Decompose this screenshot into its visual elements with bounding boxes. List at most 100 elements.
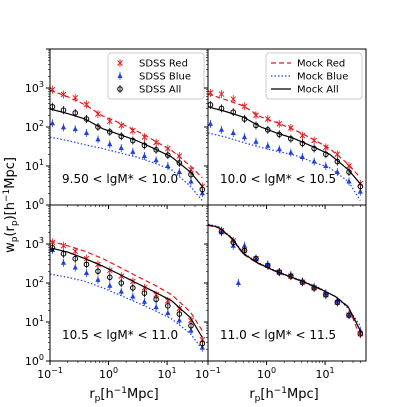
point <box>357 188 363 194</box>
series-mock-all <box>50 108 203 187</box>
point <box>218 91 225 97</box>
legend-label: SDSS Blue <box>139 72 191 83</box>
point <box>235 280 241 285</box>
point <box>253 138 259 144</box>
point <box>253 255 259 262</box>
panel-bottom-right: 10−1 100 101 11.0 < lgM* < 11.5 <box>195 204 367 381</box>
point <box>188 322 194 329</box>
point <box>176 169 182 175</box>
legend-label: SDSS Red <box>139 59 188 70</box>
x-tick-label: 100 <box>257 366 276 381</box>
series-mock-all <box>208 106 361 185</box>
point <box>346 312 352 318</box>
point <box>334 169 340 175</box>
series-mock-red <box>208 93 361 179</box>
point <box>129 127 136 134</box>
point <box>176 311 183 317</box>
point <box>153 147 159 153</box>
line-mock-all <box>50 108 203 187</box>
point <box>141 153 148 159</box>
point <box>346 178 352 184</box>
y-tick-label: 101 <box>25 314 44 329</box>
point <box>241 242 248 248</box>
point <box>165 152 171 158</box>
y-tick-label: 103 <box>25 236 44 251</box>
series-sdss-blue <box>218 228 363 335</box>
point <box>141 290 148 296</box>
legend-label: Mock Blue <box>297 72 348 83</box>
series-mock-red <box>50 240 203 332</box>
point <box>153 296 159 303</box>
x-tick-label: 101 <box>158 366 177 381</box>
point <box>165 303 171 309</box>
point <box>253 112 259 119</box>
point <box>276 121 283 127</box>
point <box>176 160 183 166</box>
point <box>95 268 101 275</box>
x-axis-label-right: rp[h−1Mpc] <box>249 386 318 404</box>
x-axis-label-left: rp[h−1Mpc] <box>89 386 158 404</box>
series-mock-red <box>50 89 203 179</box>
series-sdss-blue <box>50 246 205 352</box>
legend: SDSS Red SDSS Blue SDSS All <box>107 52 205 100</box>
legend-box <box>107 52 205 100</box>
line-mock-blue <box>208 132 361 201</box>
point <box>165 163 171 168</box>
y-axis-label: wp(rp)[h−1Mpc] <box>2 157 20 253</box>
point <box>72 248 79 255</box>
y-tick-label: 102 <box>25 275 44 290</box>
y-tick-label: 100 <box>25 353 44 368</box>
point <box>165 310 171 316</box>
x-tick-label: 100 <box>99 366 118 381</box>
point <box>208 120 214 126</box>
point <box>199 186 206 193</box>
point <box>241 134 248 140</box>
series-sdss-all <box>50 243 206 348</box>
legend-marker <box>117 73 123 78</box>
legend-box <box>265 52 363 100</box>
point <box>118 144 124 150</box>
panel-annotation: 11.0 < lgM* < 11.5 <box>220 328 336 342</box>
y-tick-label: 100 <box>25 197 44 212</box>
point <box>130 293 136 299</box>
point <box>241 247 248 254</box>
point <box>357 183 364 190</box>
point <box>141 298 148 304</box>
point <box>72 110 79 116</box>
y-tick-label: 103 <box>25 80 44 95</box>
panel-annotation: 10.5 < lgM* < 11.0 <box>62 328 178 342</box>
line-mock-red <box>50 89 203 179</box>
series-mock-all <box>50 247 203 338</box>
legend-label: SDSS All <box>139 85 181 96</box>
point <box>106 274 113 281</box>
point <box>176 305 183 312</box>
legend: Mock Red Mock Blue Mock All <box>265 52 363 100</box>
point <box>60 124 67 130</box>
point <box>176 317 182 323</box>
point <box>72 264 78 270</box>
point <box>188 327 194 333</box>
point <box>230 96 237 102</box>
series-mock-blue <box>50 273 203 350</box>
line-mock-red <box>208 93 361 179</box>
point <box>334 158 341 165</box>
point <box>83 270 90 276</box>
line-mock-all <box>208 106 361 185</box>
point <box>95 136 101 142</box>
point <box>118 280 125 286</box>
point <box>299 154 306 160</box>
point <box>83 130 90 136</box>
panel-annotation: 10.0 < lgM* < 10.5 <box>220 172 336 186</box>
point <box>199 340 206 347</box>
legend-label: Mock Red <box>297 59 345 70</box>
line-mock-all <box>50 247 203 338</box>
point <box>218 126 225 132</box>
series-mock-blue <box>208 132 361 201</box>
point <box>153 157 159 163</box>
point <box>188 178 194 184</box>
line-mock-red <box>50 240 203 332</box>
